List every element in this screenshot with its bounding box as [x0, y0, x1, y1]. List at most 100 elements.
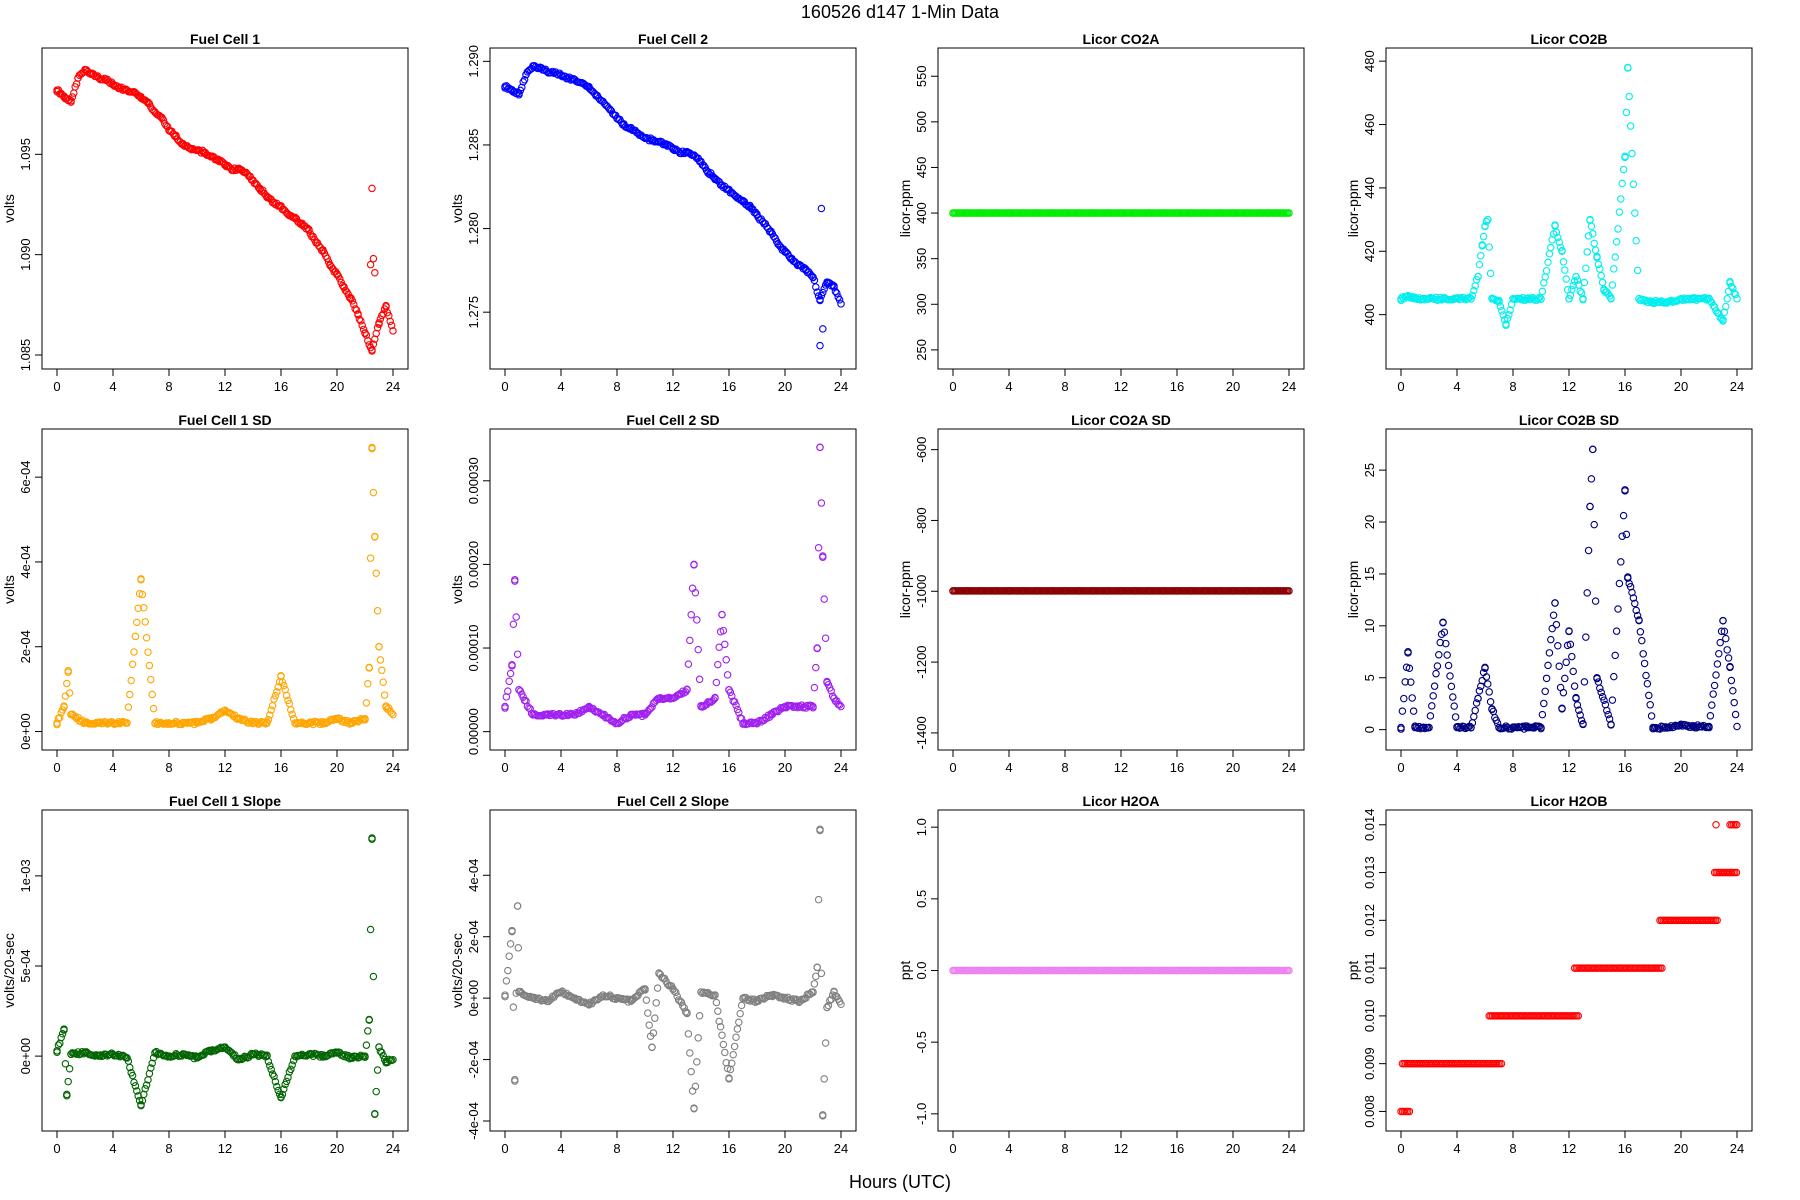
- data-point: [1537, 723, 1545, 732]
- data-point: [1285, 587, 1293, 595]
- plot-frame: [937, 47, 1305, 370]
- data-point: [371, 532, 379, 541]
- x-tick-label: 20: [778, 760, 792, 775]
- data-point: [736, 1009, 744, 1018]
- data-point: [1554, 641, 1562, 650]
- data-point: [138, 590, 147, 599]
- y-tick-label: 0.0: [914, 961, 929, 979]
- data-point: [1061, 209, 1069, 217]
- data-point: [781, 702, 789, 711]
- data-point: [312, 238, 320, 247]
- data-point: [620, 121, 628, 129]
- data-point: [326, 260, 334, 269]
- data-point: [1513, 723, 1521, 732]
- data-point: [364, 679, 372, 688]
- data-point: [746, 203, 754, 211]
- data-point: [977, 966, 985, 975]
- y-axis-label: licor-ppm: [897, 180, 913, 238]
- data-point: [1572, 694, 1580, 703]
- data-point: [183, 719, 191, 727]
- data-point: [1485, 243, 1493, 251]
- data-point: [352, 1052, 361, 1061]
- data-point: [333, 1048, 341, 1057]
- y-tick-label: 400: [1362, 304, 1377, 326]
- data-point: [1414, 724, 1422, 732]
- data-point: [1414, 295, 1422, 304]
- data-point: [1145, 966, 1153, 975]
- data-point: [1698, 723, 1706, 731]
- data-point: [1033, 587, 1041, 595]
- x-tick-label: 8: [1509, 379, 1516, 394]
- data-point: [792, 702, 800, 710]
- data-point: [1709, 690, 1717, 698]
- data-point: [372, 569, 380, 578]
- chart-title: Licor H2OB: [1530, 793, 1607, 809]
- data-point: [812, 663, 820, 672]
- data-point: [214, 156, 222, 165]
- data-point: [1159, 209, 1167, 217]
- data-point: [1617, 558, 1625, 566]
- data-point: [1187, 966, 1195, 975]
- data-point: [799, 703, 807, 712]
- data-point: [693, 1058, 701, 1066]
- data-point: [207, 152, 215, 161]
- data-point: [364, 337, 372, 345]
- data-point: [634, 129, 642, 138]
- data-point: [571, 711, 579, 719]
- data-point: [1404, 291, 1412, 300]
- data-point: [506, 940, 515, 948]
- data-point: [1643, 679, 1652, 688]
- data-point: [235, 164, 243, 173]
- x-tick-label: 12: [1114, 760, 1128, 775]
- data-point: [1264, 966, 1272, 975]
- data-point: [1561, 674, 1569, 683]
- data-point: [1586, 502, 1594, 511]
- data-point: [358, 321, 366, 330]
- data-point: [550, 69, 558, 77]
- data-point: [515, 91, 523, 99]
- data-point: [1575, 706, 1583, 715]
- y-tick-label: 2e-04: [466, 920, 481, 953]
- x-tick-label: 8: [165, 379, 172, 394]
- data-point: [718, 1031, 726, 1040]
- data-point: [1593, 673, 1601, 682]
- data-point: [1229, 966, 1237, 975]
- data-point: [554, 71, 562, 79]
- data-point: [67, 710, 75, 719]
- data-point: [158, 719, 166, 727]
- data-point: [284, 1073, 292, 1082]
- data-point: [117, 718, 126, 727]
- data-point: [347, 295, 355, 303]
- data-point: [711, 174, 719, 183]
- x-tick-label: 24: [1730, 379, 1744, 394]
- data-point: [221, 706, 229, 715]
- data-point: [816, 443, 824, 452]
- x-tick-label: 24: [1730, 760, 1744, 775]
- data-point: [1405, 664, 1414, 673]
- data-point: [774, 239, 782, 248]
- x-tick-label: 12: [1562, 379, 1576, 394]
- chart-fc2: Fuel Cell 2 volts 0 4 8 12 16 20 24 1.275 1.280 1.2…: [449, 31, 857, 394]
- data-point: [1486, 269, 1495, 278]
- data-point: [554, 710, 562, 719]
- data-point: [389, 327, 397, 335]
- data-point: [378, 666, 386, 675]
- data-point: [64, 668, 72, 676]
- data-point: [1542, 674, 1551, 683]
- data-point: [719, 1040, 728, 1049]
- data-point: [1732, 868, 1741, 877]
- data-point: [1243, 966, 1251, 975]
- data-point: [1597, 688, 1605, 697]
- data-point: [1570, 682, 1579, 690]
- data-point: [376, 656, 385, 664]
- data-point: [1544, 661, 1552, 670]
- data-point: [691, 588, 700, 597]
- data-point: [1145, 209, 1153, 217]
- data-point: [128, 660, 137, 669]
- y-tick-label: 15: [1362, 567, 1377, 581]
- plot-frame: [41, 47, 409, 370]
- data-point: [207, 1046, 215, 1055]
- data-point: [802, 266, 810, 275]
- data-point: [949, 587, 957, 595]
- data-point: [347, 719, 355, 727]
